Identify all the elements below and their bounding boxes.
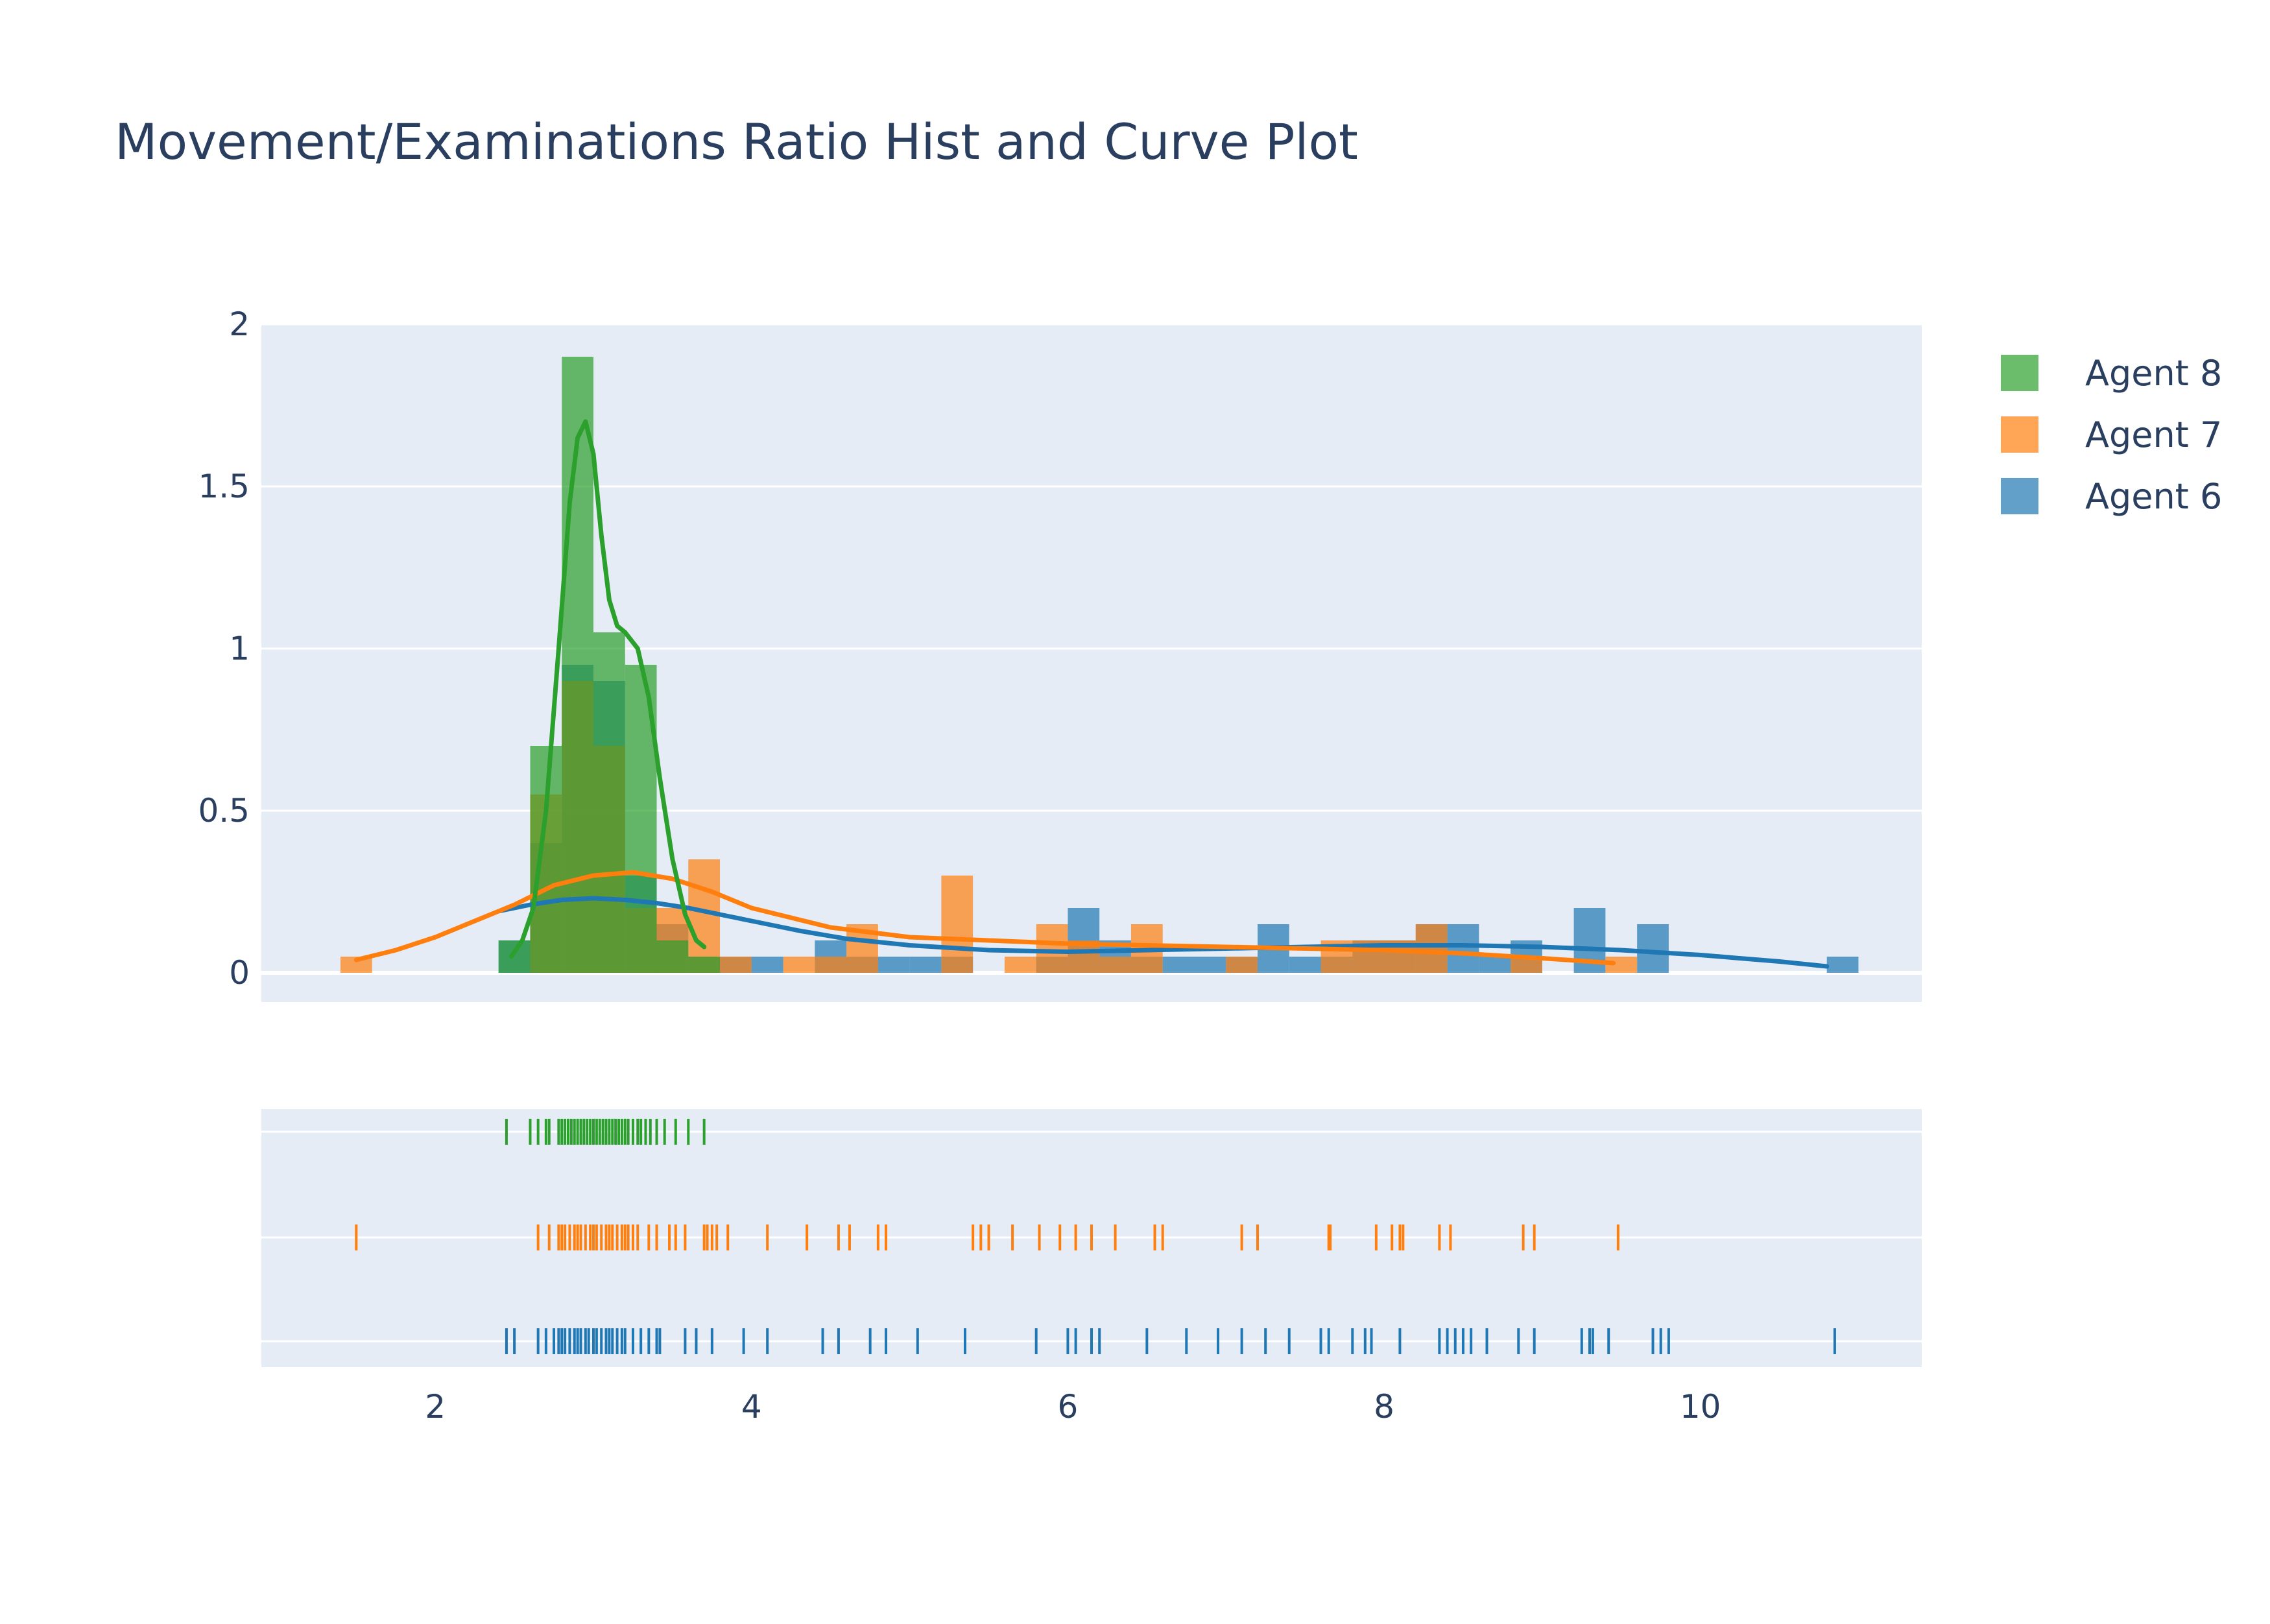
x-tick-label: 8 — [1374, 1388, 1394, 1426]
agent-6-hist-bar — [751, 957, 783, 973]
agent-8-hist-bar — [498, 940, 531, 973]
agent-8-hist-bar — [656, 940, 689, 973]
agent-7-hist-bar — [688, 859, 721, 973]
agent-7-hist-bar — [1036, 924, 1068, 973]
agent-6-hist-bar — [1826, 957, 1859, 973]
axis-tick-labels: 0 0.5 1 1.5 2 2 4 6 8 10 — [198, 305, 1721, 1426]
x-tick-label: 6 — [1058, 1388, 1079, 1426]
x-tick-label: 2 — [425, 1388, 446, 1426]
agent-6-hist-bar — [909, 957, 942, 973]
agent-6-hist-bar — [878, 957, 910, 973]
x-tick-label: 4 — [741, 1388, 762, 1426]
agent-8-hist-bar — [530, 746, 562, 973]
legend-swatch — [2001, 355, 2038, 391]
agent-8-hist-bar — [688, 957, 721, 973]
agent-6-hist-bar — [1479, 957, 1511, 973]
agent-7-hist-bar — [1099, 957, 1131, 973]
agent-7-hist-bar — [815, 957, 847, 973]
legend-item-agent-6[interactable]: Agent 6 — [2001, 476, 2222, 517]
legend-item-agent-8[interactable]: Agent 8 — [2001, 353, 2222, 394]
plot-backgrounds — [261, 324, 1922, 1367]
agent-7-hist-bar — [1004, 957, 1036, 973]
agent-7-hist-bar — [720, 957, 752, 973]
agent-7-hist-bar — [941, 876, 974, 973]
y-tick-label: 1.5 — [198, 468, 250, 505]
legend-swatch — [2001, 478, 2038, 514]
legend-label: Agent 7 — [2085, 414, 2222, 455]
y-tick-label: 2 — [229, 305, 250, 343]
agent-8-hist-bar — [562, 357, 593, 973]
legend-label: Agent 8 — [2085, 353, 2222, 394]
agent-6-hist-bar — [1447, 924, 1479, 973]
y-tick-label: 1 — [229, 630, 250, 667]
agent-7-hist-bar — [783, 957, 815, 973]
agent-6-hist-bar — [1289, 957, 1321, 973]
agent-8-density-curve — [508, 419, 707, 959]
chart-title: Movement/Examinations Ratio Hist and Cur… — [115, 113, 1358, 171]
main-plot-area — [261, 324, 1922, 1002]
agent-6-hist-bar — [1194, 957, 1226, 973]
x-tick-label: 10 — [1680, 1388, 1721, 1426]
agent-7-density-curve — [353, 870, 1616, 966]
rug-plot — [355, 1119, 1836, 1354]
agent-7-hist-bar — [1226, 957, 1258, 973]
agent-8-hist-bar — [593, 632, 625, 973]
legend-swatch — [2001, 416, 2038, 453]
agent-6-hist-bar — [1162, 957, 1195, 973]
y-tick-label: 0.5 — [198, 792, 250, 830]
legend-label: Agent 6 — [2085, 476, 2222, 517]
y-tick-label: 0 — [229, 954, 250, 992]
agent-6-density-curve — [496, 896, 1830, 969]
legend-item-agent-7[interactable]: Agent 7 — [2001, 414, 2222, 455]
legend[interactable]: Agent 8 Agent 7 Agent 6 — [2001, 353, 2222, 517]
density-curves — [353, 419, 1830, 969]
agent-7-hist-bar — [1415, 924, 1448, 973]
agent-6-hist-bar — [1637, 924, 1669, 973]
